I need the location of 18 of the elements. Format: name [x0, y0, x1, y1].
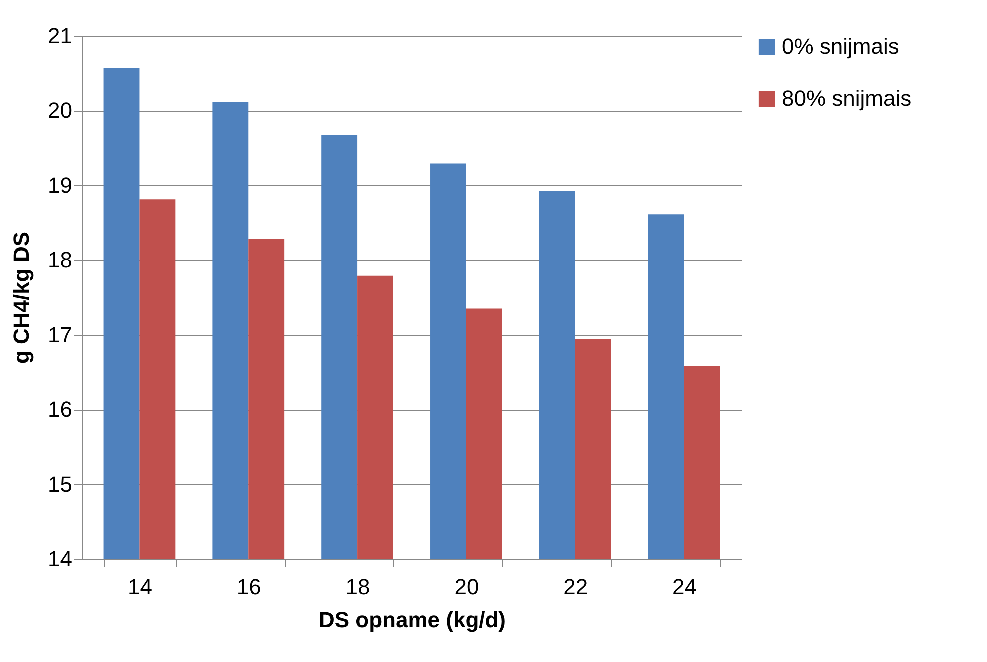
y-tick-label: 21: [48, 24, 72, 48]
x-tick-label: 16: [236, 574, 262, 600]
y-tick-label: 18: [48, 248, 72, 273]
y-tick-label: 19: [48, 172, 72, 198]
x-axis-title: DS opname (kg/d): [318, 608, 506, 632]
legend-label: 80% snijmais: [782, 86, 912, 111]
x-tick-label: 14: [128, 574, 152, 600]
legend-label: 0% snijmais: [782, 34, 900, 59]
y-tick-label: 14: [48, 546, 72, 572]
x-tick-label: 24: [672, 574, 698, 600]
y-tick-label: 15: [48, 472, 72, 497]
y-tick-label: 17: [48, 322, 72, 348]
x-tick-label: 20: [454, 574, 480, 600]
y-tick-label: 20: [48, 98, 72, 124]
y-tick-label: 16: [48, 397, 72, 422]
x-tick-label: 18: [346, 574, 370, 600]
y-axis-title: g CH4/kg DS: [9, 232, 34, 364]
x-tick-label: 22: [564, 574, 588, 600]
